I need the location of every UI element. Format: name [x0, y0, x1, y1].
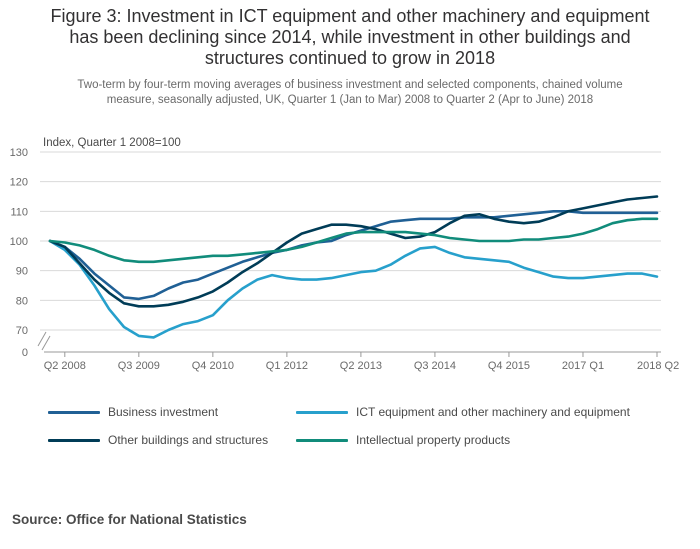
- x-tick-label-0: Q2 2008: [44, 360, 86, 372]
- x-tick-label-3: Q1 2012: [266, 360, 308, 372]
- x-tick-label-1: Q3 2009: [118, 360, 160, 372]
- legend-swatch-business-investment: [48, 410, 100, 414]
- y-tick-label-90: 90: [16, 266, 28, 278]
- legend-item-business-investment: Business investment: [48, 405, 218, 419]
- series-line-other-buildings-and-structures: [48, 195, 659, 308]
- x-tick-label-4: Q2 2013: [340, 360, 382, 372]
- x-tick-label-8: 2018 Q2: [637, 360, 679, 372]
- x-tick-label-5: Q3 2014: [414, 360, 456, 372]
- y-tick-label-110: 110: [10, 206, 28, 218]
- legend-label-business-investment: Business investment: [108, 405, 219, 419]
- legend-label-other-buildings: Other buildings and structures: [108, 433, 269, 447]
- y-tick-label-0: 0: [22, 347, 28, 359]
- chart-title: Figure 3: Investment in ICT equipment an…: [50, 6, 650, 68]
- legend-swatch-other-buildings: [48, 438, 100, 442]
- gridlines: [40, 151, 661, 331]
- x-tick-label-7: 2017 Q1: [562, 360, 604, 372]
- source-note: Source: Office for National Statistics: [12, 512, 247, 527]
- series-line-intellectual-property-products: [48, 217, 659, 264]
- y-tick-label-80: 80: [16, 295, 28, 307]
- y-tick-label-70: 70: [16, 325, 28, 337]
- legend-swatch-ict-equipment: [296, 410, 348, 414]
- y-axis-label: Index, Quarter 1 2008=100: [43, 137, 181, 149]
- legend-swatch-intellectual-property: [296, 438, 348, 442]
- axis-break-mark-2: [41, 335, 51, 351]
- axis-break-mark-1: [37, 331, 47, 347]
- x-tick-label-2: Q4 2010: [192, 360, 234, 372]
- y-tick-label-100: 100: [10, 236, 28, 248]
- y-tick-label-120: 120: [10, 177, 28, 189]
- legend-item-other-buildings: Other buildings and structures: [48, 433, 268, 447]
- legend-label-intellectual-property: Intellectual property products: [356, 433, 511, 447]
- chart-subtitle: Two-term by four-term moving averages of…: [77, 79, 623, 106]
- x-tick-label-6: Q4 2015: [488, 360, 530, 372]
- legend-item-ict-equipment: ICT equipment and other machinery and eq…: [296, 405, 630, 419]
- axes: 0 70 80 90 100 110 120 130 Q2 2008 Q3 2009 Q4 2010…: [10, 147, 680, 372]
- y-tick-label-130: 130: [10, 147, 28, 159]
- series-lines: [48, 195, 659, 339]
- series-line-ict-equipment-and-other-machinery-and-equipment: [48, 239, 659, 339]
- legend-item-intellectual-property: Intellectual property products: [296, 433, 510, 447]
- legend-label-ict-equipment: ICT equipment and other machinery and eq…: [356, 405, 630, 419]
